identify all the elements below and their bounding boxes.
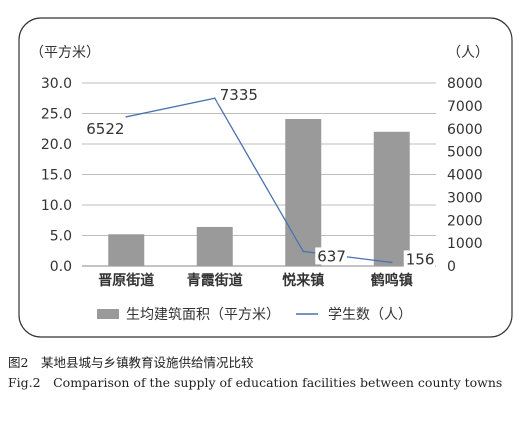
bar: [108, 234, 145, 266]
line-data-label: 7335: [220, 86, 258, 104]
legend: 生均建筑面积（平方米） 学生数（人）: [97, 307, 412, 323]
data-label-background: [403, 250, 436, 268]
left-axis-tick-label: 5.0: [50, 229, 72, 245]
right-axis-tick-label: 3000: [447, 190, 483, 206]
line-point: [125, 116, 128, 118]
left-axis-tick-label: 20.0: [41, 137, 72, 153]
x-axis-category-label: 晋原街道: [98, 272, 154, 289]
right-axis-tick-label: 6000: [447, 122, 483, 138]
legend-bar-label: 生均建筑面积（平方米）: [126, 307, 280, 323]
right-axis-tick-label: 4000: [447, 168, 483, 184]
data-label-background: [217, 86, 259, 104]
line-data-label: 156: [406, 250, 435, 268]
bar: [285, 118, 322, 267]
legend-line-label: 学生数（人）: [328, 307, 412, 323]
chart-frame: [18, 17, 513, 338]
left-axis-tick-label: 15.0: [41, 168, 72, 184]
x-axis-category-label: 青霞街道: [187, 272, 243, 289]
bar: [373, 131, 410, 266]
line-point: [390, 261, 393, 264]
line-point: [213, 97, 216, 100]
series-line: [126, 97, 392, 264]
line-point: [302, 250, 305, 253]
x-axis-category-label: 鹤鸣镇: [371, 272, 413, 289]
left-axis-tick-label: 25.0: [41, 107, 72, 123]
left-axis-tick-label: 30.0: [41, 76, 72, 92]
bar: [196, 226, 233, 266]
left-axis-tick-label: 10.0: [41, 198, 72, 214]
right-axis-tick-label: 5000: [447, 145, 483, 161]
right-axis-unit: （人）: [447, 45, 489, 61]
right-axis-tick-label: 2000: [447, 213, 483, 229]
left-axis-tick-label: 0.0: [50, 259, 72, 275]
axis-ticks: 0.0 5.0 10.0 15.0 20.0 25.0 30.0 0 1000 2000 3000 4…: [41, 76, 483, 289]
right-axis-tick-label: 7000: [447, 99, 483, 115]
right-axis-tick-label: 1000: [447, 236, 483, 252]
data-label-background: [315, 247, 347, 265]
right-axis-tick-label: 0: [447, 259, 456, 275]
figure-caption-en: Fig.2 Comparison of the supply of educat…: [8, 375, 503, 390]
data-labels: 6522 7335 637 156: [84, 86, 436, 268]
x-axis-category-label: 悦来镇: [282, 272, 324, 289]
data-label-background: [84, 119, 126, 137]
left-axis-unit: （平方米）: [30, 45, 100, 61]
figure-caption-cn: 图2 某地县城与乡镇教育设施供给情况比较: [8, 355, 254, 370]
right-axis-tick-label: 8000: [447, 76, 483, 92]
line-series: [125, 97, 393, 264]
line-data-label: 6522: [86, 120, 124, 138]
line-data-label: 637: [317, 247, 346, 265]
bar-series: [108, 118, 410, 267]
legend-bar-swatch: [97, 309, 119, 319]
